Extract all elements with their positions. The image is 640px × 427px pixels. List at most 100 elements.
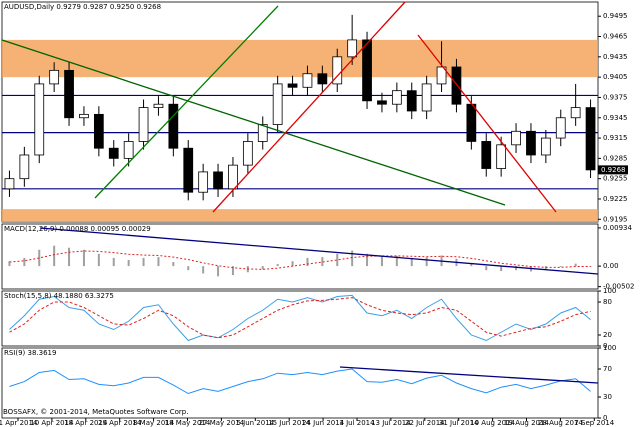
candle-body xyxy=(34,83,45,156)
candle-body xyxy=(585,107,596,171)
panel-title: AUDUSD,Daily 0.9279 0.9287 0.9250 0.9268 xyxy=(4,3,161,11)
x-tick-label: 15 Jun 2014 xyxy=(268,419,311,427)
price-label: 0.9268 xyxy=(601,166,626,174)
candle-body xyxy=(377,100,387,105)
macd-bar xyxy=(500,266,503,272)
candle-body xyxy=(153,103,164,109)
macd-bar xyxy=(112,257,115,267)
trendlines xyxy=(1,1,599,384)
panel-frame xyxy=(1,290,599,347)
macd-signal xyxy=(9,250,591,270)
macd-bar xyxy=(157,257,160,267)
x-tick-label: 10 Apr 2014 xyxy=(30,419,74,427)
indicator-line xyxy=(9,297,591,339)
candle-body xyxy=(302,73,313,88)
y-tick-label: 0.9225 xyxy=(603,195,628,203)
y-tick-label: 0.9465 xyxy=(603,33,628,41)
panel-title: Stoch(15,5,8) 48.1880 63.3275 xyxy=(4,292,114,300)
macd-bar xyxy=(380,255,383,267)
trendline xyxy=(339,366,599,384)
macd-bar xyxy=(291,261,294,267)
y-tick-label: 0.9405 xyxy=(603,73,628,81)
y-tick-label: 0 xyxy=(603,414,607,422)
macd-bar xyxy=(68,247,71,267)
y-tick-label: 0.9285 xyxy=(603,154,628,162)
macd-bar xyxy=(336,253,339,267)
candle-body xyxy=(555,117,566,139)
candle-body xyxy=(496,144,507,169)
x-tick-label: 10 Aug 2014 xyxy=(470,419,515,427)
macd-bar xyxy=(8,261,11,267)
macd-bar xyxy=(515,266,518,271)
macd-bar xyxy=(142,257,145,267)
trendline xyxy=(1,39,506,206)
candle-body xyxy=(540,137,551,156)
trendline xyxy=(39,227,599,275)
macd-bar xyxy=(38,249,41,267)
x-tick-label: 28 Aug 2014 xyxy=(538,419,583,427)
y-tick-label: 80 xyxy=(603,298,612,306)
candle-body xyxy=(272,83,283,125)
candle-body xyxy=(4,178,15,190)
macd-bar xyxy=(172,262,175,267)
x-tick-label: 22 Jul 2014 xyxy=(405,419,445,427)
candle-body xyxy=(19,154,30,180)
y-tick-label: 100 xyxy=(603,344,616,352)
candle-body xyxy=(317,73,328,85)
macd-bar xyxy=(395,255,398,267)
macd-bar xyxy=(485,266,488,271)
indicator-line xyxy=(9,368,591,395)
trendline xyxy=(212,1,406,213)
macd-bar xyxy=(276,264,279,267)
macd-bar xyxy=(559,266,562,267)
candle-body xyxy=(570,107,581,119)
trendline xyxy=(94,5,279,199)
macd-bar xyxy=(202,266,205,274)
y-tick-label: 20 xyxy=(603,331,612,339)
y-tick-label: 0.9345 xyxy=(603,114,628,122)
y-tick-label: -0.00502 xyxy=(603,283,634,291)
y-tick-label: 0.00 xyxy=(603,262,619,270)
macd-bar xyxy=(306,257,309,267)
y-tick-label: 0.9495 xyxy=(603,12,628,20)
x-tick-label: 5 Jun 2014 xyxy=(236,419,274,427)
candle-body xyxy=(49,69,60,85)
candle-body xyxy=(526,130,536,156)
macd-bar xyxy=(231,266,234,276)
macd-bar xyxy=(574,263,577,267)
candle-body xyxy=(421,83,432,112)
macd-bar xyxy=(261,266,264,270)
candle-body xyxy=(79,113,89,119)
price-label-box xyxy=(598,165,628,175)
macd-bar xyxy=(23,257,26,267)
candle-body xyxy=(228,164,238,190)
macd-bar xyxy=(217,266,220,277)
trendline xyxy=(417,34,557,213)
y-tick-label: 0.9255 xyxy=(603,175,628,183)
candle-body xyxy=(347,39,358,58)
y-tick-label: 0.9195 xyxy=(603,215,628,223)
candle-body xyxy=(242,141,253,166)
x-tick-label: 7 Sep 2014 xyxy=(574,419,614,427)
x-tick-label: 3 Jul 2014 xyxy=(339,419,375,427)
y-tick-label: 70 xyxy=(603,365,612,373)
x-tick-label: 1 Apr 2014 xyxy=(0,419,38,427)
y-tick-label: 0.9375 xyxy=(603,93,628,101)
candle-body xyxy=(362,39,372,102)
candle-body xyxy=(391,90,402,105)
macd-bar xyxy=(127,259,130,267)
candle-body xyxy=(183,147,194,193)
x-tick-label: 29 Apr 2014 xyxy=(98,419,142,427)
candle-body xyxy=(213,171,223,190)
x-tick-label: 24 Jun 2014 xyxy=(302,419,345,427)
y-tick-label: 0.9315 xyxy=(603,134,628,142)
candle-body xyxy=(481,141,492,169)
candle-body xyxy=(64,69,74,119)
zone xyxy=(2,209,598,222)
candle-body xyxy=(511,130,521,146)
x-tick-label: 31 Jul 2014 xyxy=(439,419,479,427)
macd-bar xyxy=(366,253,369,267)
macd-bar xyxy=(425,257,428,267)
indicator-line xyxy=(9,294,591,342)
macd-bar xyxy=(544,266,547,271)
